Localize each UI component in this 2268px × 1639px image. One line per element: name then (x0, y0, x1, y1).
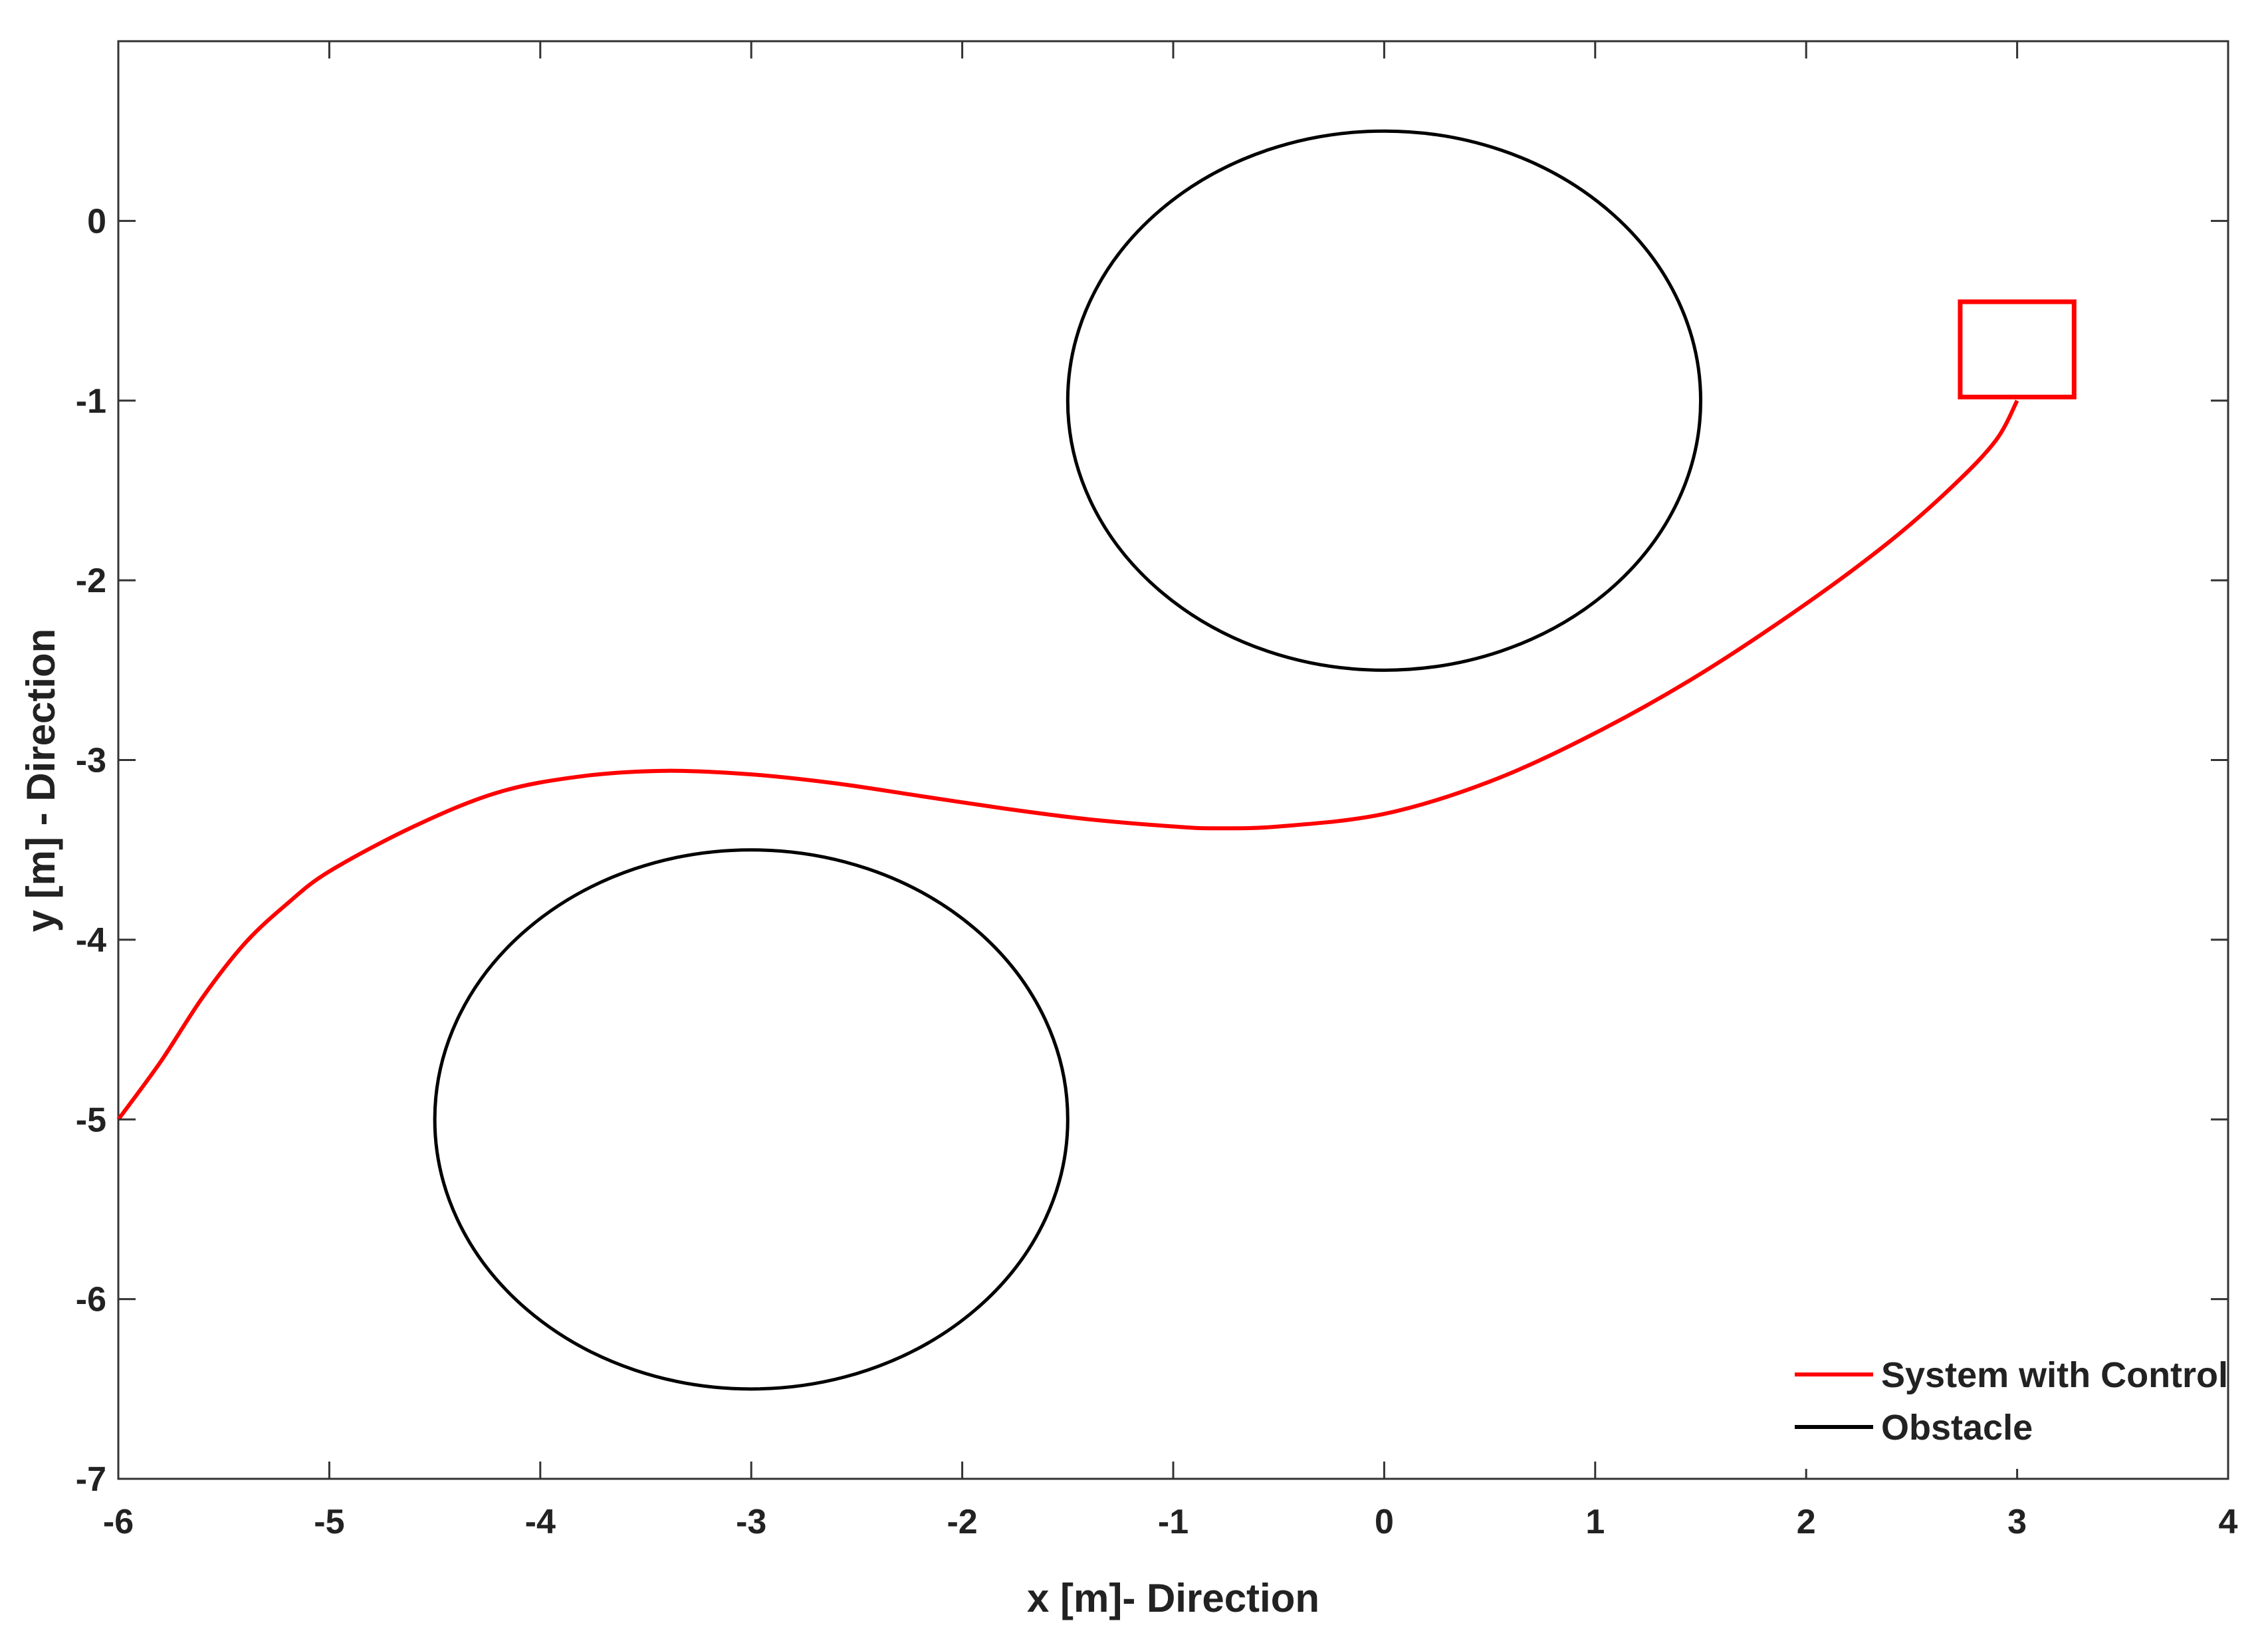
ticks-layer: -6 -5 -4 -3 -2 -1 0 1 2 3 4 0 -1 -2 -3 -4 -5 -6 -7 (76, 41, 2238, 1541)
x-tick-label: 2 (1797, 1503, 1816, 1541)
y-tick-label: -6 (76, 1281, 106, 1319)
x-tick-label: 1 (1585, 1503, 1605, 1541)
y-tick-label: -5 (76, 1101, 106, 1139)
trajectory-line (116, 399, 2019, 1121)
y-tick-label: -1 (76, 382, 106, 421)
y-tick-label: -7 (76, 1460, 106, 1499)
x-tick-label: -4 (525, 1503, 556, 1541)
legend-label-obstacle: Obstacle (1881, 1408, 2033, 1448)
x-tick-label: 4 (2219, 1503, 2238, 1541)
x-tick-label: 3 (2007, 1503, 2027, 1541)
x-tick-label: -5 (314, 1503, 344, 1541)
legend-label-system-with-control: System with Control (1881, 1355, 2228, 1395)
legend-box (1775, 1343, 2227, 1469)
x-tick-label: -3 (736, 1503, 766, 1541)
y-tick-label: -2 (76, 562, 106, 600)
x-tick-label: -1 (1158, 1503, 1189, 1541)
legend: System with Control Obstacle (1775, 1343, 2228, 1469)
target-marker (1958, 299, 2077, 399)
obstacle-circle-1 (1066, 129, 1702, 672)
y-axis-label: y [m] - Direction (19, 629, 63, 932)
y-tick-label: -4 (76, 921, 106, 960)
x-tick-label: 0 (1375, 1503, 1394, 1541)
y-tick-label: -3 (76, 742, 106, 780)
x-tick-label: -6 (103, 1503, 134, 1541)
x-tick-label: -2 (947, 1503, 977, 1541)
obstacle-circle-2 (433, 848, 1070, 1391)
x-axis-label: x [m]- Direction (1027, 1576, 1319, 1620)
y-tick-label: 0 (87, 202, 106, 241)
